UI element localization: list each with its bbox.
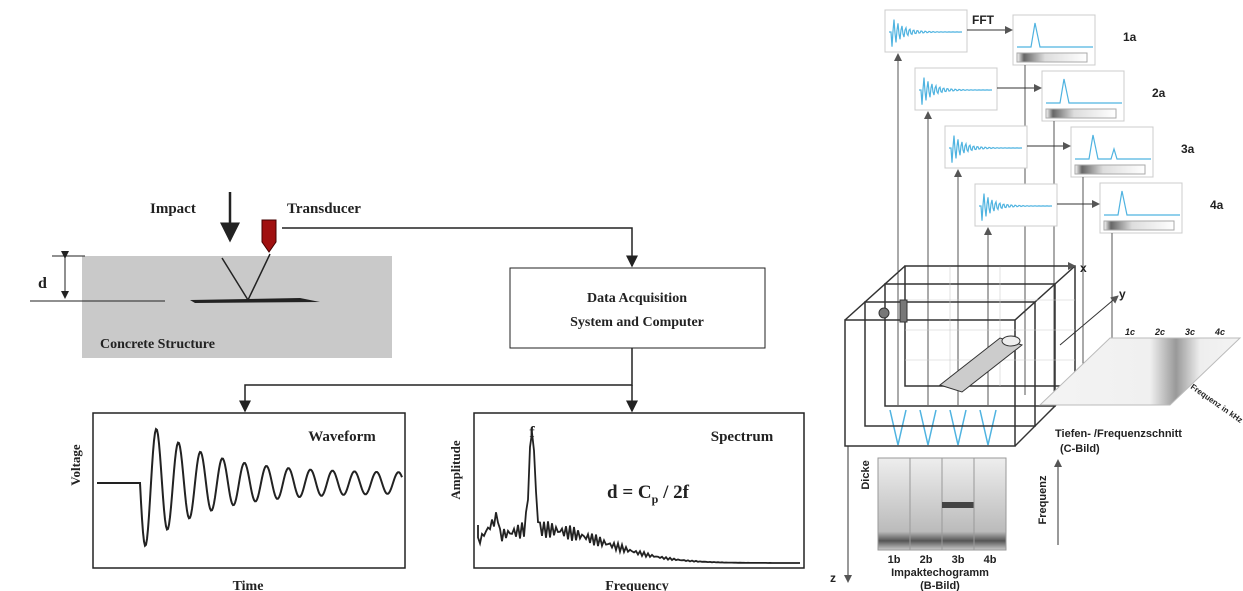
thickness-label: Dicke: [860, 460, 872, 489]
c-tick-label: 4c: [1214, 327, 1225, 337]
x-axis-label: Frequency: [605, 579, 669, 591]
daq-label: System and Computer: [570, 315, 704, 330]
sensor: [900, 300, 907, 322]
x-axis-label: Time: [233, 579, 264, 591]
c-axis-label: Frequenz in kHz: [1189, 382, 1243, 425]
b-echo: [942, 502, 974, 508]
row-label: 3a: [1181, 142, 1195, 156]
scan-volume: [845, 266, 1075, 446]
diagram: Impact Transducer d Concrete Structure D…: [0, 0, 1243, 591]
b-column: [974, 458, 1006, 550]
depth-label: d: [38, 275, 47, 292]
depth-bar: [1075, 165, 1145, 174]
cylinder-end: [1002, 336, 1020, 346]
formula: d = Cp / 2f: [607, 482, 690, 506]
b-column: [878, 458, 910, 550]
depth-bar: [1046, 109, 1116, 118]
formula-part: / 2f: [658, 482, 689, 503]
spectrum-title: Spectrum: [711, 429, 774, 445]
b-column-label: 3b: [952, 554, 965, 566]
b-title: Impaktechogramm: [891, 567, 989, 579]
depth-bar: [1104, 221, 1174, 230]
b-column-label: 4b: [984, 554, 997, 566]
y-axis-label: Voltage: [68, 444, 83, 486]
impactor: [879, 308, 889, 318]
peak-label: f: [529, 424, 535, 441]
daq-box: [510, 268, 765, 348]
b-column: [910, 458, 942, 550]
echo-spike: [890, 410, 906, 445]
c-title: Tiefen- /Frequenzschnitt: [1055, 428, 1182, 440]
row-label: 4a: [1210, 198, 1224, 212]
transducer: [262, 220, 276, 252]
echo-spike: [950, 410, 966, 445]
c-tick-label: 3c: [1185, 327, 1195, 337]
b-column-label: 1b: [888, 554, 901, 566]
y-axis-label: Amplitude: [448, 440, 463, 499]
c-tick-label: 1c: [1125, 327, 1135, 337]
b-title: (B-Bild): [920, 580, 960, 591]
echo-spike: [980, 410, 996, 445]
waveform-title: Waveform: [308, 429, 376, 445]
formula-part: d = C: [607, 482, 652, 503]
axis-label: x: [1080, 261, 1087, 275]
row-label: 2a: [1152, 86, 1166, 100]
axis-label: y: [1119, 287, 1126, 301]
y-axis: [1060, 296, 1118, 345]
echo-spike: [920, 410, 936, 445]
frequency-label: Frequenz: [1037, 475, 1049, 524]
row-label: 1a: [1123, 30, 1137, 44]
transducer-label: Transducer: [287, 201, 361, 217]
structure-label: Concrete Structure: [100, 337, 215, 352]
b-column-label: 2b: [920, 554, 933, 566]
daq-label: Data Acquisition: [587, 291, 687, 306]
axis-label: z: [830, 571, 836, 585]
c-title: (C-Bild): [1060, 443, 1100, 455]
c-ticks: 1c 2c 3c 4c: [1125, 327, 1225, 337]
impact-label: Impact: [150, 201, 196, 217]
depth-bar: [1017, 53, 1087, 62]
b-image: 1b 2b 3b 4b: [878, 458, 1006, 566]
fft-label: FFT: [972, 13, 995, 27]
c-tick-label: 2c: [1154, 327, 1165, 337]
